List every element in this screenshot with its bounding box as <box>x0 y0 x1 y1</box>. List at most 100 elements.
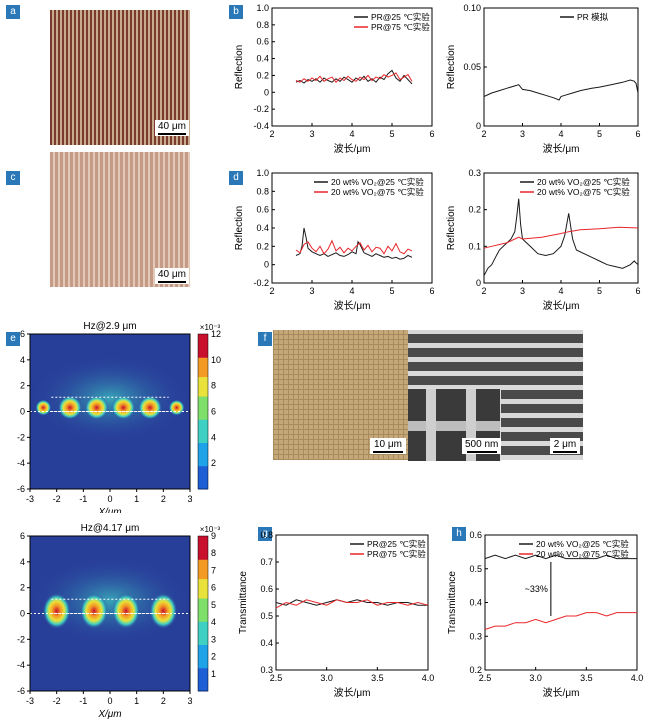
y-tick-label: 0.4 <box>256 223 269 233</box>
x-tick-label: 4 <box>349 286 354 296</box>
colorbar-segment <box>198 337 208 343</box>
scalebar-c-label: 40 μm <box>158 269 186 280</box>
colorbar-segment <box>198 334 208 339</box>
colorbar-segment <box>198 380 208 385</box>
field-hotspot <box>80 592 108 629</box>
x-axis-label: X/μm <box>97 507 121 513</box>
panel-label-d: d <box>229 171 243 185</box>
colorbar-segment <box>198 559 208 564</box>
y-tick-label: 6 <box>20 531 25 541</box>
y-tick-label: -0.2 <box>253 104 269 114</box>
x-tick-label: -3 <box>26 494 34 504</box>
x-tick-label: 2 <box>161 696 166 706</box>
y-tick-label: 0.7 <box>260 557 273 567</box>
y-tick-label: 0.4 <box>469 598 482 608</box>
y-tick-label: -2 <box>17 432 25 442</box>
colorbar-tick-label: 9 <box>211 531 216 541</box>
series-line-1 <box>275 599 428 606</box>
x-axis-label: 波长/μm <box>543 299 580 312</box>
x-tick-label: 3.0 <box>320 673 333 683</box>
colorbar-segment <box>198 563 208 568</box>
y-axis-label: Reflection <box>446 45 457 89</box>
x-tick-label: -2 <box>53 494 61 504</box>
y-tick-label: 1.0 <box>256 168 269 178</box>
x-tick-label: 2 <box>481 129 486 139</box>
y-axis-label: Reflection <box>234 45 245 89</box>
x-tick-label: 4 <box>349 129 354 139</box>
y-tick-label: 0.2 <box>469 665 482 675</box>
colorbar-segment <box>198 365 208 370</box>
series-line-2 <box>295 239 413 255</box>
x-tick-label: 3.0 <box>529 673 542 683</box>
colorbar-segment <box>198 396 208 401</box>
panel-label-g: g <box>258 527 272 541</box>
y-axis-label: Reflection <box>446 206 457 250</box>
y-tick-label: -0.4 <box>253 121 269 131</box>
colorbar-segment <box>198 349 208 354</box>
colorbar-segment <box>198 357 208 362</box>
colorbar-segment <box>198 555 208 560</box>
x-axis-label: 波长/μm <box>334 142 371 155</box>
colorbar-segment <box>198 636 208 642</box>
micrograph-c <box>50 152 190 287</box>
colorbar-tick-label: 6 <box>211 583 216 593</box>
colorbar-segment <box>198 582 208 587</box>
colorbar-segment <box>198 450 208 455</box>
colorbar-segment <box>198 407 208 412</box>
colorbar-segment <box>198 372 208 378</box>
x-tick-label: 2.5 <box>270 673 283 683</box>
colorbar-segment <box>198 570 208 576</box>
colorbar-segment <box>198 578 208 583</box>
scalebar-f-3: 2 μm <box>550 438 580 454</box>
colorbar-tick-label: 3 <box>211 634 216 644</box>
y-axis-label: Transmittance <box>447 571 458 634</box>
y-tick-label: 0.8 <box>260 530 273 540</box>
x-tick-label: 0 <box>107 696 112 706</box>
legend-label: 20 wt% VO₂@25 ℃实验 <box>536 539 629 549</box>
colorbar-tick-label: 5 <box>211 600 216 610</box>
x-tick-label: 5 <box>389 286 394 296</box>
y-tick-label: 0.3 <box>468 168 481 178</box>
heatmap-title: Hz@2.9 μm <box>83 321 136 332</box>
x-tick-label: 1 <box>134 696 139 706</box>
colorbar-segment <box>198 617 208 622</box>
y-tick-label: 0 <box>264 87 269 97</box>
colorbar-segment <box>198 454 208 459</box>
x-tick-label: -2 <box>53 696 61 706</box>
colorbar-segment <box>198 392 208 397</box>
colorbar-unit-label: ×10⁻³ <box>200 525 221 534</box>
colorbar-segment <box>198 671 208 676</box>
colorbar-segment <box>198 652 208 657</box>
x-axis-label: 波长/μm <box>543 686 580 699</box>
x-tick-label: -1 <box>79 696 87 706</box>
x-tick-label: 6 <box>635 286 640 296</box>
y-tick-label: 0.05 <box>463 62 481 72</box>
y-tick-label: 0.2 <box>256 70 269 80</box>
colorbar-segment <box>198 551 208 556</box>
y-tick-label: 4 <box>20 557 25 567</box>
field-hotspot <box>111 395 136 420</box>
legend-label: 20 wt% VO₂@75 ℃实验 <box>331 187 424 197</box>
legend-label: PR@25 ℃实验 <box>371 12 430 22</box>
x-tick-label: 1 <box>134 494 139 504</box>
scalebar-f-2: 500 nm <box>462 438 502 454</box>
x-tick-label: 5 <box>597 129 602 139</box>
series-line-1 <box>295 227 413 260</box>
colorbar-tick-label: 2 <box>211 652 216 662</box>
panel-label-a: a <box>6 5 20 19</box>
y-tick-label: 0 <box>476 278 481 288</box>
colorbar-segment <box>198 536 208 541</box>
colorbar-segment <box>198 543 208 549</box>
colorbar-segment <box>198 341 208 347</box>
y-tick-label: 4 <box>20 355 25 365</box>
y-tick-label: 0.1 <box>468 241 481 251</box>
colorbar-tick-label: 2 <box>211 458 216 468</box>
y-tick-label: 0 <box>20 407 25 417</box>
y-tick-label: 0.2 <box>468 205 481 215</box>
x-tick-label: 4 <box>558 129 563 139</box>
colorbar-tick-label: 10 <box>211 355 221 365</box>
y-tick-label: 0.6 <box>469 530 482 540</box>
colorbar-segment <box>198 415 208 420</box>
colorbar-segment <box>198 613 208 618</box>
scalebar-c: 40 μm <box>155 268 189 284</box>
